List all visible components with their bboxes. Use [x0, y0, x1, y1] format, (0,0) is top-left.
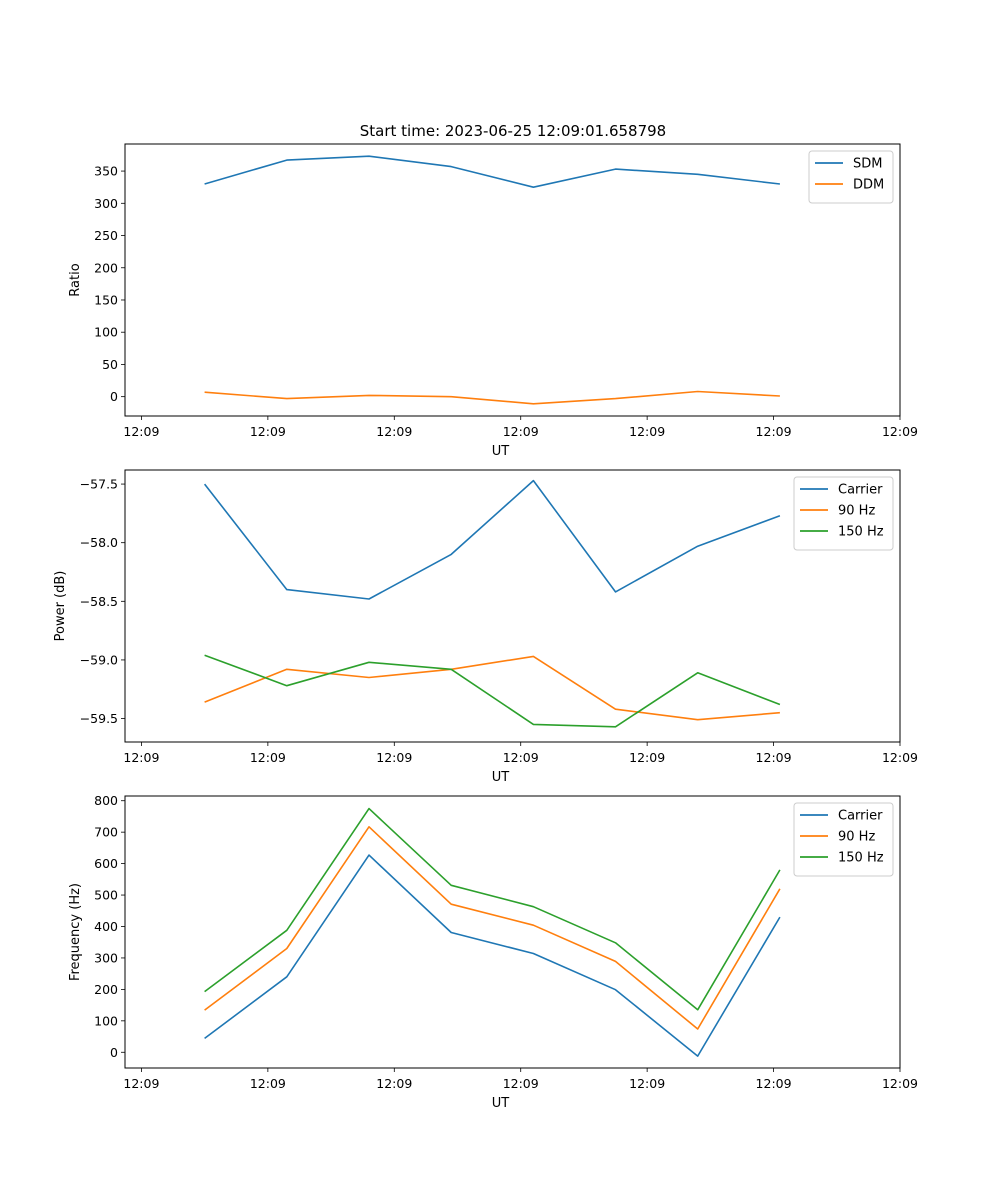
- x-tick-label: 12:09: [376, 750, 412, 765]
- x-axis-label: UT: [492, 444, 510, 459]
- y-tick-label: 100: [94, 325, 118, 340]
- x-tick-label: 12:09: [123, 750, 159, 765]
- y-tick-label: 700: [94, 825, 118, 840]
- y-tick-label: 500: [94, 888, 118, 903]
- series-line-90-hz: [204, 825, 781, 1030]
- x-tick-label: 12:09: [250, 750, 286, 765]
- y-tick-label: −59.5: [80, 711, 118, 726]
- y-tick-label: 0: [110, 1045, 118, 1060]
- y-tick-label: 200: [94, 982, 118, 997]
- y-tick-label: 600: [94, 856, 118, 871]
- legend-entry: 90 Hz: [838, 504, 875, 519]
- x-tick-label: 12:09: [756, 1076, 792, 1091]
- y-tick-label: 800: [94, 793, 118, 808]
- x-tick-label: 12:09: [250, 424, 286, 439]
- axes-frame: [124, 469, 901, 743]
- x-tick-label: 12:09: [882, 750, 918, 765]
- y-axis-label: Ratio: [68, 263, 83, 296]
- axes-frame: [124, 795, 901, 1069]
- chart-panel-2: −59.5 −59.0 −58.5 −58.0 −57.5 12:09 12:09 12:09…: [53, 469, 918, 785]
- y-tick-label: 300: [94, 950, 118, 965]
- y-tick-label: 350: [94, 164, 118, 179]
- x-tick-label: 12:09: [882, 1076, 918, 1091]
- x-tick-label: 12:09: [756, 424, 792, 439]
- series-line-90-hz: [204, 655, 780, 721]
- y-tick-label: −59.0: [80, 652, 118, 667]
- legend: Carrier 90 Hz 150 Hz: [793, 476, 894, 551]
- x-tick-label: 12:09: [250, 1076, 286, 1091]
- x-tick-label: 12:09: [376, 1076, 412, 1091]
- series-line-carrier: [203, 479, 781, 600]
- y-tick-label: 400: [94, 919, 118, 934]
- legend: SDM DDM: [808, 150, 894, 204]
- legend-box: [808, 150, 894, 204]
- y-tick-label: 200: [94, 260, 118, 275]
- legend-entry: 150 Hz: [838, 851, 884, 866]
- y-tick-label: −57.5: [80, 477, 118, 492]
- y-tick-label: 150: [94, 292, 118, 307]
- y-tick-label: 50: [102, 357, 118, 372]
- y-axis-label: Power (dB): [53, 571, 68, 642]
- x-tick-label: 12:09: [123, 1076, 159, 1091]
- x-axis-label: UT: [492, 1096, 510, 1111]
- y-tick-label: 0: [110, 389, 118, 404]
- chart-panel-3: 0 100 200 300 400 500 600 700 800 12:09 12:09 12:09…: [68, 793, 918, 1111]
- x-axis-label: UT: [492, 770, 510, 785]
- legend-entry: 90 Hz: [838, 830, 875, 845]
- series-line-150-hz: [204, 807, 781, 1011]
- x-tick-label: 12:09: [376, 424, 412, 439]
- x-tick-label: 12:09: [503, 1076, 539, 1091]
- y-tick-label: 250: [94, 228, 118, 243]
- x-tick-label: 12:09: [629, 424, 665, 439]
- y-axis-label: Frequency (Hz): [68, 883, 83, 981]
- series-line-sdm: [204, 155, 780, 188]
- chart-panel-1: 0 50 100 150 200 250 300 350 12:09 12:09 12:09 12:0…: [68, 143, 918, 459]
- x-tick-label: 12:09: [629, 750, 665, 765]
- legend-entry: DDM: [853, 178, 884, 193]
- x-tick-label: 12:09: [503, 424, 539, 439]
- figure-title: Start time: 2023-06-25 12:09:01.658798: [360, 122, 666, 140]
- y-tick-label: 300: [94, 196, 118, 211]
- x-tick-label: 12:09: [756, 750, 792, 765]
- y-tick-label: −58.0: [80, 535, 118, 550]
- x-tick-label: 12:09: [503, 750, 539, 765]
- y-tick-label: 100: [94, 1013, 118, 1028]
- legend-entry: SDM: [853, 157, 882, 172]
- x-tick-label: 12:09: [882, 424, 918, 439]
- axes-frame: [124, 143, 901, 417]
- series-line-150-hz: [204, 654, 781, 728]
- series-line-ddm: [204, 390, 780, 405]
- panels: 0 50 100 150 200 250 300 350 12:09 12:09 12:09 12:0…: [53, 143, 918, 1111]
- x-tick-label: 12:09: [629, 1076, 665, 1091]
- legend-entry: Carrier: [838, 809, 883, 824]
- series-line-carrier: [204, 854, 781, 1057]
- x-tick-label: 12:09: [123, 424, 159, 439]
- legend-entry: Carrier: [838, 483, 883, 498]
- legend: Carrier 90 Hz 150 Hz: [793, 802, 894, 877]
- legend-entry: 150 Hz: [838, 525, 884, 540]
- y-tick-label: −58.5: [80, 594, 118, 609]
